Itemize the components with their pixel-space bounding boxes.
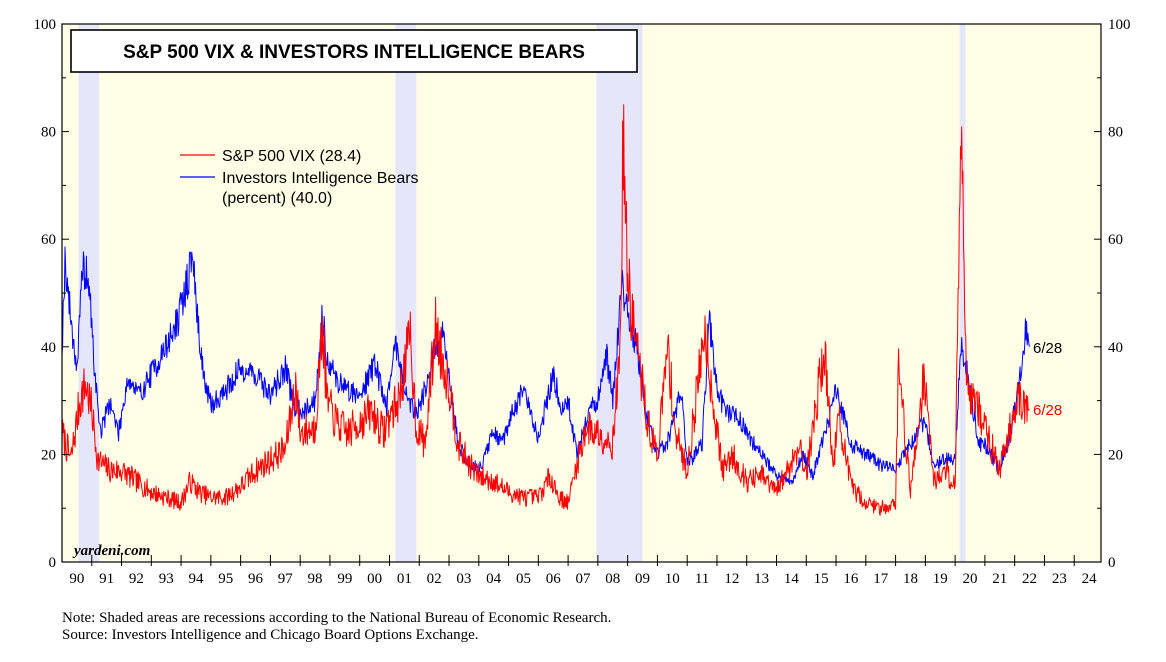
y-tick-label-left: 0: [49, 555, 57, 571]
x-tick-label: 05: [516, 571, 531, 587]
y-axis-left: 0 20 40 60 80 100: [34, 17, 69, 571]
y-axis-right: 0 20 40 60 80 100: [1094, 17, 1131, 571]
y-tick-label-right: 20: [1108, 447, 1123, 463]
x-tick-label: 13: [754, 571, 769, 587]
x-tick-label: 90: [69, 571, 84, 587]
x-tick-label: 12: [724, 571, 739, 587]
x-tick-label: 11: [695, 571, 709, 587]
x-tick-label: 24: [1082, 571, 1098, 587]
y-tick-label-right: 0: [1108, 555, 1116, 571]
x-tick-label: 17: [873, 571, 889, 587]
x-tick-label: 06: [546, 571, 562, 587]
legend-label-bears-line2: (percent) (40.0): [222, 190, 332, 207]
series-line-bears: [61, 246, 1030, 485]
recession-band: [596, 24, 643, 562]
x-tick-label: 15: [814, 571, 829, 587]
x-tick-label: 04: [486, 571, 502, 587]
x-tick-label: 16: [843, 571, 859, 587]
x-tick-label: 94: [188, 571, 204, 587]
title-box: [70, 29, 638, 73]
x-tick-label: 95: [218, 571, 233, 587]
x-tick-label: 22: [1022, 571, 1037, 587]
y-tick-label-left: 100: [34, 17, 57, 33]
x-tick-label: 93: [159, 571, 174, 587]
footnote-source: Source: Investors Intelligence and Chica…: [62, 627, 479, 643]
x-tick-label: 98: [308, 571, 323, 587]
x-tick-label: 10: [665, 571, 680, 587]
recession-band: [959, 24, 966, 562]
x-tick-label: 01: [397, 571, 412, 587]
y-tick-label-left: 20: [41, 447, 56, 463]
x-tick-label: 00: [367, 571, 382, 587]
y-tick-label-left: 80: [41, 125, 56, 141]
recession-band: [395, 24, 417, 562]
series-line-vix: [61, 104, 1030, 516]
y-tick-label-right: 60: [1108, 232, 1123, 248]
chart-title: S&P 500 VIX & INVESTORS INTELLIGENCE BEA…: [123, 42, 585, 63]
x-tick-label: 97: [278, 571, 294, 587]
x-tick-label: 99: [337, 571, 352, 587]
plot-background: [62, 24, 1101, 562]
x-axis: 90 91 92 93 94 95 96 97 98 99 00 01 02 03 04 05 06 07 08 09…: [69, 555, 1097, 587]
y-tick-label-right: 100: [1108, 17, 1131, 33]
x-tick-label: 92: [129, 571, 144, 587]
x-tick-label: 18: [903, 571, 918, 587]
legend-label-bears: Investors Intelligence Bears: [222, 170, 419, 187]
y-tick-label-right: 40: [1108, 340, 1123, 356]
end-label-vix: 6/28: [1033, 402, 1062, 419]
x-tick-label: 08: [605, 571, 620, 587]
x-tick-label: 14: [784, 571, 800, 587]
legend-label-vix: S&P 500 VIX (28.4): [222, 148, 361, 165]
x-tick-label: 23: [1052, 571, 1067, 587]
x-tick-label: 03: [456, 571, 471, 587]
x-tick-label: 09: [635, 571, 650, 587]
x-tick-label: 19: [933, 571, 948, 587]
x-tick-label: 07: [575, 571, 591, 587]
y-tick-label-left: 60: [41, 232, 56, 248]
x-tick-label: 91: [99, 571, 114, 587]
x-tick-label: 20: [963, 571, 978, 587]
series-lines: [61, 104, 1030, 516]
y-tick-label-left: 40: [41, 340, 56, 356]
recession-bands: [78, 24, 966, 562]
footnote-note: Note: Shaded areas are recessions accord…: [62, 610, 612, 626]
x-tick-label: 02: [427, 571, 442, 587]
x-tick-label: 96: [248, 571, 264, 587]
y-tick-label-right: 80: [1108, 125, 1123, 141]
x-tick-label: 21: [992, 571, 1007, 587]
end-label-bears: 6/28: [1033, 340, 1062, 357]
watermark: yardeni.com: [72, 543, 150, 559]
